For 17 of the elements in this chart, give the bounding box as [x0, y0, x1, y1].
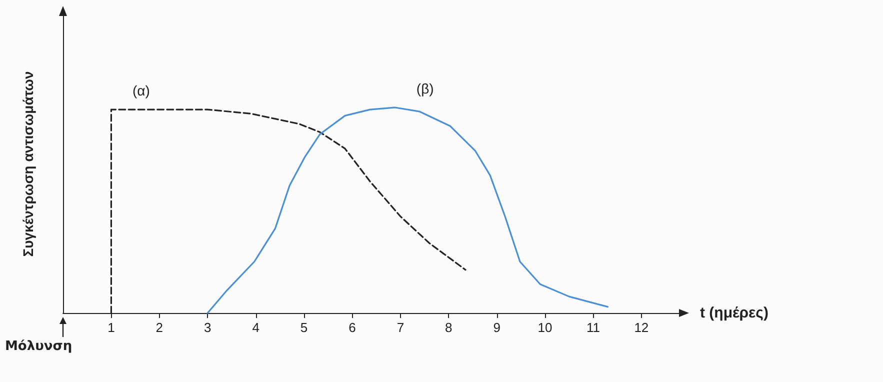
x-tick-label: 5	[300, 320, 308, 335]
x-tick-label: 10	[538, 320, 552, 335]
series-label: (β)	[416, 80, 434, 96]
x-axis-title: t (ημέρες)	[700, 304, 768, 322]
x-tick-label: 8	[445, 320, 452, 335]
x-tick-label: 1	[108, 320, 115, 335]
series-label: (α)	[132, 82, 150, 99]
x-tick-label: 9	[493, 320, 500, 335]
x-tick-label: 4	[252, 320, 260, 335]
y-axis-title: Συγκέντρωση αντισωμάτων	[20, 71, 36, 257]
x-tick-label: 6	[348, 320, 356, 335]
x-tick-label: 7	[396, 320, 404, 335]
text: Μόλυνση	[5, 339, 72, 354]
x-tick-label: 3	[204, 320, 212, 335]
x-tick-label: 12	[634, 320, 649, 335]
x-tick-label: 2	[156, 320, 164, 335]
x-tick-label: 11	[586, 320, 600, 335]
